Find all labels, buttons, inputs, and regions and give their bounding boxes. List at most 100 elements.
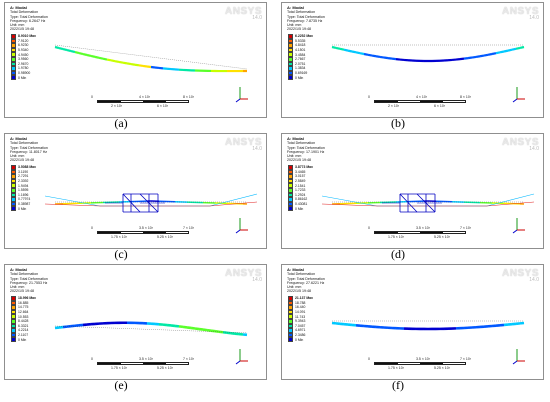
legend-swatch: [288, 328, 293, 333]
legend-value: 5.9340: [18, 48, 29, 53]
beam-segment: [515, 46, 521, 50]
scale-tick-label: 6 × 10³: [157, 104, 168, 108]
color-legend: 3.5088 Max 3.1190 2.7291 2.3392 1.9494 1.5595…: [11, 165, 36, 211]
scale-ruler: 0 4 × 10³ 8 × 10³ 2 × 10³ 6 × 10³: [368, 95, 471, 109]
result-type: Total Deformation: [10, 10, 39, 15]
result-type-full: Type: Total Deformation: [10, 14, 48, 19]
truss-member: [399, 193, 418, 213]
legend-row: 16.885: [11, 300, 36, 306]
legend-row: 18.788: [288, 300, 313, 306]
beam-segment: [98, 56, 104, 60]
legend-value: 12.664: [18, 310, 29, 315]
legend-swatch: [11, 305, 16, 310]
legend-value: 4.8418: [295, 43, 306, 48]
legend-swatch: [11, 66, 16, 71]
modal-panel-a: A: Modal Total Deformation Type: Total Def…: [4, 2, 267, 118]
analysis-title: A: Modal: [10, 136, 27, 141]
beam-segment: [106, 58, 112, 62]
beam-segment: [367, 53, 373, 57]
axis-triad: [512, 87, 525, 103]
scale-tick-label: 2 × 10³: [388, 104, 399, 108]
legend-value: 8.9010 Max: [18, 34, 36, 39]
scale-tick-label: 0: [91, 95, 93, 99]
analysis-title: A: Modal: [10, 267, 27, 272]
frequency-label: Frequency: 27.6221 Hz: [287, 280, 325, 285]
beam-segment: [190, 326, 196, 330]
ansys-logo: ANSYS 14.0: [502, 6, 539, 21]
beam-segment: [339, 47, 345, 51]
legend-row: 2.3392: [11, 178, 36, 184]
version-label: 14.0: [252, 146, 262, 152]
legend-swatch: [288, 296, 293, 301]
scale-segment: [98, 232, 121, 233]
cable-line: [321, 193, 535, 207]
color-legend: 18.996 Max 16.885 14.775 12.664 10.553 8.4428…: [11, 296, 36, 342]
unit-label: Unit: mm: [287, 154, 302, 159]
legend-value: 0.98900: [18, 71, 31, 76]
modal-panel-f: A: Modal Total Deformation Type: Total Def…: [281, 264, 544, 380]
legend-value: 3.4584: [295, 52, 306, 57]
beam-segment: [138, 64, 144, 68]
beam-segment: [182, 325, 188, 329]
unit-label: Unit: mm: [287, 23, 302, 28]
axis-triad: [235, 349, 248, 365]
legend-swatch: [11, 34, 16, 39]
legend-swatch: [11, 56, 16, 62]
ansys-logo: ANSYS 14.0: [225, 268, 262, 283]
result-type-full: Type: Total Deformation: [287, 145, 325, 150]
beam-segment: [142, 64, 148, 68]
beam-segment: [214, 329, 220, 334]
scale-segment: [443, 101, 466, 102]
beam-segment: [351, 50, 357, 54]
color-legend: 8.9010 Max 7.9120 6.9230 5.9340 4.9450 3.9560…: [11, 34, 36, 80]
panel-caption: (d): [391, 247, 405, 261]
scale-segment: [420, 363, 443, 364]
cable-line: [44, 201, 258, 207]
result-type: Total Deformation: [10, 141, 39, 146]
unit-label: Unit: mm: [287, 285, 302, 290]
legend-value: 21.137 Max: [295, 296, 313, 301]
legend-value: 4.6971: [295, 328, 306, 333]
scale-tick-label: 1.75 × 10³: [111, 235, 127, 239]
legend-value: 0 Min: [18, 75, 27, 80]
deformed-shape: [54, 44, 248, 73]
deformed-shape: [44, 193, 258, 213]
ansys-logo: ANSYS 14.0: [225, 137, 262, 152]
result-type: Total Deformation: [287, 10, 316, 15]
legend-value: 4.9450: [18, 52, 29, 57]
scale-tick-label: 0: [368, 95, 370, 99]
legend-swatch: [288, 305, 293, 310]
beam-segment: [371, 54, 377, 58]
legend-row: 0.43081: [288, 201, 313, 207]
legend-value: 1.3834: [295, 66, 306, 71]
result-type-full: Type: Total Deformation: [10, 276, 48, 281]
beam-segment: [335, 46, 341, 50]
legend-row: 8.9010 Max: [11, 34, 36, 39]
legend-row: 8.4428: [11, 318, 36, 324]
legend-row: 14.091: [288, 309, 313, 315]
scale-segment: [121, 363, 144, 364]
beam-segment: [198, 327, 204, 331]
scale-bar: [374, 100, 466, 103]
version-label: 14.0: [529, 15, 539, 21]
deformed-shape: [331, 44, 525, 63]
scale-tick-label: 1.75 × 10³: [388, 235, 404, 239]
legend-row: 6.9230: [11, 43, 36, 48]
beam-segment: [74, 51, 80, 55]
scale-segment: [375, 101, 398, 102]
legend-swatch: [288, 61, 293, 67]
scale-tick-label: 0: [91, 357, 93, 361]
legend-swatch: [288, 174, 293, 179]
brand-name: ANSYS: [502, 6, 539, 17]
legend-swatch: [11, 332, 16, 338]
legend-value: 1.5595: [18, 188, 29, 193]
beam-segment: [519, 45, 525, 49]
scale-segment: [166, 232, 189, 233]
legend-value: 0.77974: [18, 197, 31, 202]
legend-value: 4.1501: [295, 48, 306, 53]
result-type: Total Deformation: [10, 272, 39, 277]
unit-label: Unit: mm: [10, 23, 25, 28]
analysis-title: A: Modal: [10, 5, 27, 10]
beam-segment: [66, 48, 72, 53]
axis-z: [512, 229, 518, 234]
